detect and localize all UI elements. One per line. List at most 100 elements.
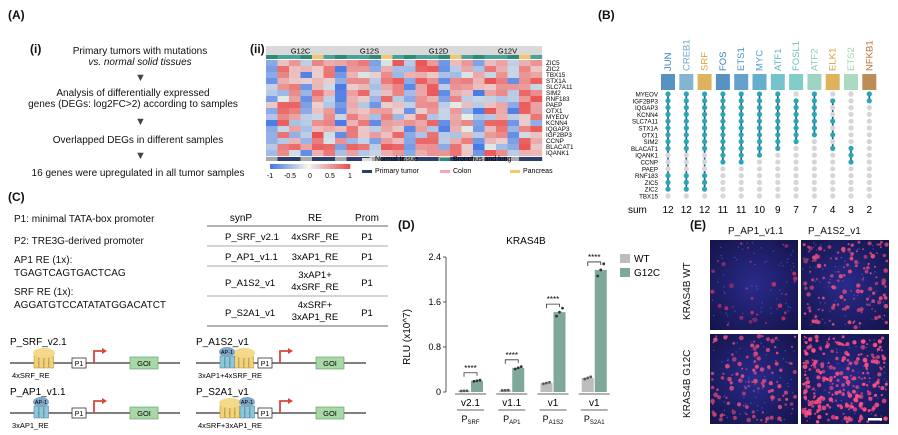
heatmap-cell bbox=[289, 90, 301, 97]
heatmap-cell bbox=[507, 60, 520, 67]
tf-label: CREB1 bbox=[681, 39, 692, 71]
tf-dot bbox=[702, 139, 708, 145]
nucleus bbox=[743, 385, 746, 388]
fluorescent-cell bbox=[785, 397, 789, 401]
fluorescent-cell bbox=[753, 360, 757, 363]
heatmap-tissue-cell bbox=[427, 55, 439, 59]
x-tick-label: v1.1 bbox=[502, 398, 521, 409]
srf-element bbox=[48, 355, 54, 369]
heatmap-cell bbox=[404, 72, 416, 79]
fluorescent-cell bbox=[804, 407, 807, 410]
heatmap-sample-cell bbox=[484, 157, 497, 161]
heatmap-cell bbox=[473, 60, 485, 67]
nucleus bbox=[726, 416, 729, 419]
heatmap-cell bbox=[346, 120, 359, 127]
nucleus bbox=[737, 404, 739, 406]
construct-name: P_A1S2_v1 bbox=[196, 337, 249, 348]
tf-dot bbox=[683, 179, 689, 185]
tf-bar bbox=[661, 74, 675, 90]
fluorescent-cell bbox=[874, 310, 877, 313]
heatmap-cell bbox=[335, 78, 347, 85]
heatmap-cell bbox=[404, 108, 416, 115]
fluorescent-cell bbox=[755, 313, 759, 316]
tf-gene-label: BLACAT1 bbox=[631, 146, 659, 153]
heatmap-cell bbox=[496, 108, 508, 115]
heatmap-cell bbox=[392, 108, 405, 115]
fluorescent-cell bbox=[725, 396, 728, 399]
significance-label: **** bbox=[464, 364, 476, 373]
p1-box bbox=[71, 357, 87, 369]
tf-dot bbox=[793, 173, 799, 179]
fluorescent-cell bbox=[759, 367, 765, 372]
heatmap-cell bbox=[404, 114, 416, 121]
srf-element bbox=[248, 355, 254, 369]
tf-dot bbox=[665, 91, 671, 97]
fluorescent-cell bbox=[850, 289, 852, 292]
heatmap-gene-label: CCNP bbox=[546, 138, 564, 145]
nucleus bbox=[752, 318, 754, 320]
fluorescent-cell bbox=[749, 260, 752, 263]
heatmap-gene-label: SIM2 bbox=[546, 90, 561, 97]
heatmap-cell bbox=[358, 120, 370, 127]
colorbar-segment bbox=[272, 164, 275, 169]
fluorescent-cell bbox=[862, 267, 866, 270]
heatmap-cell bbox=[335, 102, 347, 109]
colorbar-segment bbox=[348, 164, 351, 169]
heatmap-cell bbox=[530, 114, 543, 121]
nucleus bbox=[794, 281, 796, 283]
fluorescent-cell bbox=[811, 259, 814, 262]
x-sub-label: PA1S2 bbox=[543, 414, 564, 426]
heatmap-cell bbox=[323, 60, 336, 67]
fluorescent-cell bbox=[823, 264, 827, 267]
heatmap-cell bbox=[496, 144, 508, 151]
fluorescent-cell bbox=[852, 376, 857, 381]
fluorescent-cell bbox=[827, 418, 830, 422]
fluorescent-cell bbox=[827, 281, 831, 284]
heatmap-cell bbox=[335, 138, 347, 145]
fluorescent-cell bbox=[803, 335, 806, 338]
tf-bar bbox=[697, 74, 712, 90]
heatmap-cell bbox=[312, 102, 324, 109]
heatmap-sample-cell bbox=[496, 157, 508, 161]
fluorescent-cell bbox=[851, 369, 855, 372]
nucleus bbox=[837, 362, 839, 365]
nucleus bbox=[848, 251, 851, 254]
fluorescent-cell bbox=[867, 286, 873, 292]
fluorescent-cell bbox=[761, 411, 764, 414]
heatmap-cell bbox=[450, 114, 462, 121]
nucleus bbox=[787, 385, 790, 388]
heatmap-cell bbox=[369, 78, 382, 85]
ap1-factor-label: AP-1 bbox=[221, 350, 233, 356]
fluorescent-cell bbox=[838, 390, 842, 394]
fluorescent-cell bbox=[881, 336, 885, 340]
fluorescent-cell bbox=[835, 384, 839, 387]
fluorescent-cell bbox=[860, 377, 863, 380]
heatmap-cell bbox=[300, 108, 313, 115]
bar-g12c bbox=[471, 380, 483, 392]
heatmap-cell bbox=[427, 126, 439, 133]
nucleus bbox=[802, 268, 804, 270]
tf-dot bbox=[775, 118, 781, 124]
heatmap-cell bbox=[358, 132, 370, 139]
fluorescent-cell bbox=[816, 263, 822, 269]
nucleus bbox=[790, 269, 793, 272]
fluorescent-cell bbox=[855, 385, 859, 389]
nucleus bbox=[834, 265, 837, 268]
tf-dot bbox=[738, 145, 744, 151]
flow-arrow-2: ▼ bbox=[135, 116, 146, 128]
nucleus bbox=[793, 350, 795, 352]
heatmap-cell bbox=[289, 102, 301, 109]
flow-arrow-1: ▼ bbox=[135, 72, 146, 84]
fluorescent-cell bbox=[735, 372, 739, 376]
colorbar-segment bbox=[270, 164, 273, 169]
nucleus bbox=[862, 365, 865, 367]
nucleus bbox=[754, 383, 757, 386]
nucleus bbox=[844, 315, 846, 317]
flow-arrow-3: ▼ bbox=[135, 150, 146, 162]
heatmap-gene-label: IQANK1 bbox=[546, 150, 570, 157]
nucleus bbox=[829, 278, 831, 281]
data-point bbox=[599, 268, 603, 272]
fluorescent-cell bbox=[732, 342, 736, 345]
nucleus bbox=[751, 242, 754, 244]
data-point bbox=[462, 389, 466, 393]
